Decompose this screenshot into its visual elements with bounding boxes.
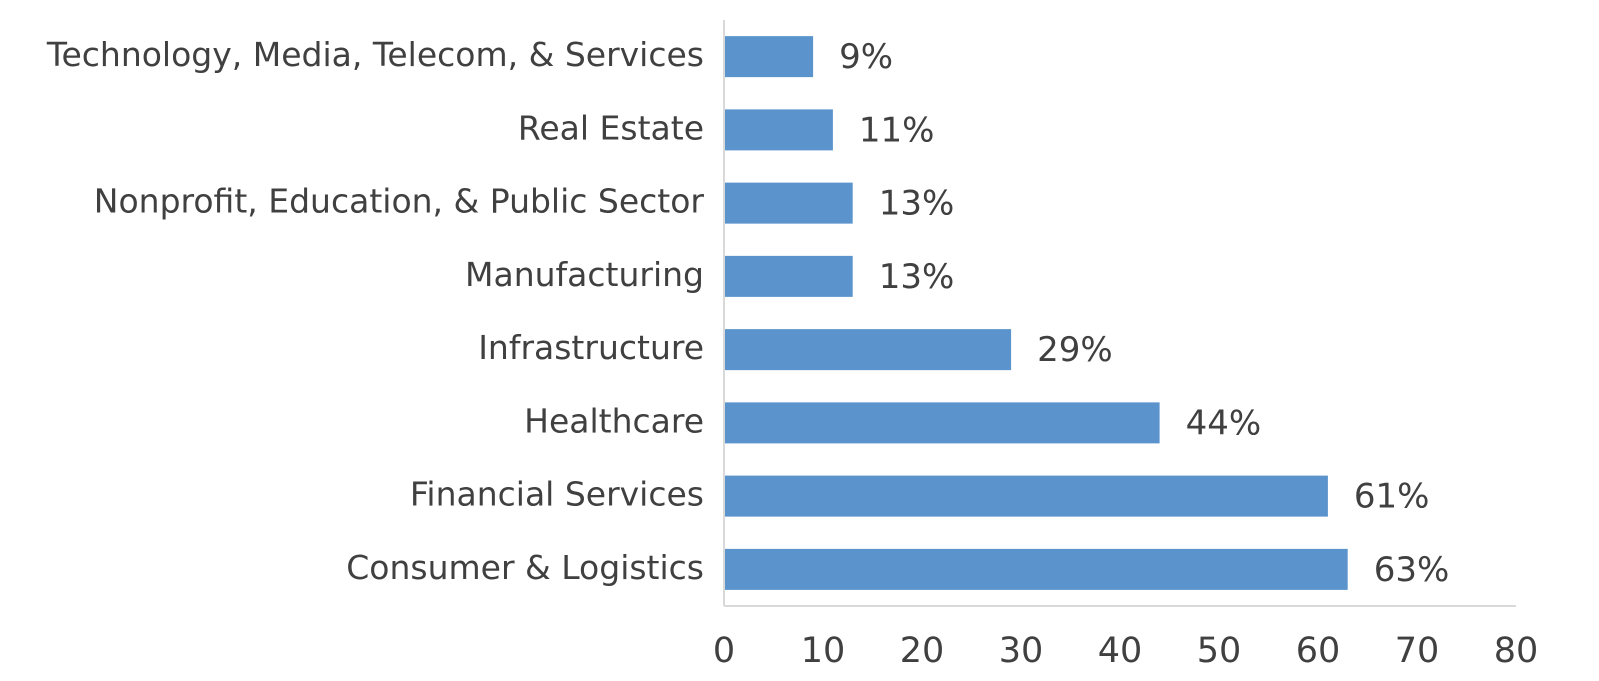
value-label: 13% <box>879 257 955 297</box>
value-label: 44% <box>1186 403 1262 443</box>
bar <box>724 329 1012 371</box>
bar <box>724 255 853 297</box>
x-tick-label: 10 <box>801 631 846 671</box>
y-tick-label: Financial Services <box>410 475 704 514</box>
x-tick-label: 50 <box>1197 631 1242 671</box>
bar <box>724 109 833 151</box>
x-tick-label: 0 <box>713 631 735 671</box>
bar <box>724 36 814 78</box>
value-label: 13% <box>879 184 955 224</box>
y-tick-label: Manufacturing <box>465 255 704 294</box>
x-tick-label: 60 <box>1296 631 1341 671</box>
value-label: 11% <box>859 110 935 150</box>
y-tick-label: Infrastructure <box>478 328 704 367</box>
y-tick-label: Real Estate <box>518 108 704 147</box>
y-tick-label: Nonprofit, Education, & Public Sector <box>94 182 705 221</box>
y-tick-label: Consumer & Logistics <box>346 548 704 587</box>
y-tick-label: Technology, Media, Telecom, & Services <box>46 35 704 74</box>
value-label: 63% <box>1374 550 1450 590</box>
bar <box>724 182 853 224</box>
bar <box>724 548 1348 590</box>
x-tick-label: 40 <box>1098 631 1143 671</box>
value-label: 61% <box>1354 477 1430 517</box>
x-tick-label: 20 <box>900 631 945 671</box>
bar <box>724 475 1328 517</box>
value-label: 9% <box>839 37 893 77</box>
value-label: 29% <box>1037 330 1113 370</box>
y-tick-label: Healthcare <box>524 401 704 440</box>
x-tick-label: 70 <box>1395 631 1440 671</box>
x-tick-label: 30 <box>999 631 1044 671</box>
bar <box>724 402 1160 444</box>
x-tick-label: 80 <box>1494 631 1539 671</box>
